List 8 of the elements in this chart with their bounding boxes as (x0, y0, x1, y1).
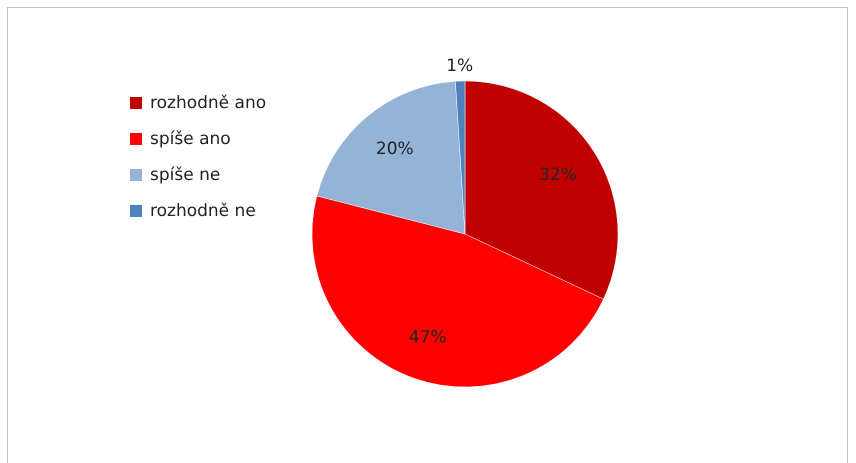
data-label: 1% (446, 56, 474, 76)
legend-label: rozhodně ne (150, 201, 256, 221)
data-label: 20% (376, 139, 414, 160)
data-label: 32% (539, 164, 577, 185)
legend-label: rozhodně ano (150, 93, 266, 113)
legend-label: spíše ano (150, 129, 231, 149)
legend-label: spíše ne (150, 165, 220, 185)
data-label: 47% (408, 328, 447, 348)
